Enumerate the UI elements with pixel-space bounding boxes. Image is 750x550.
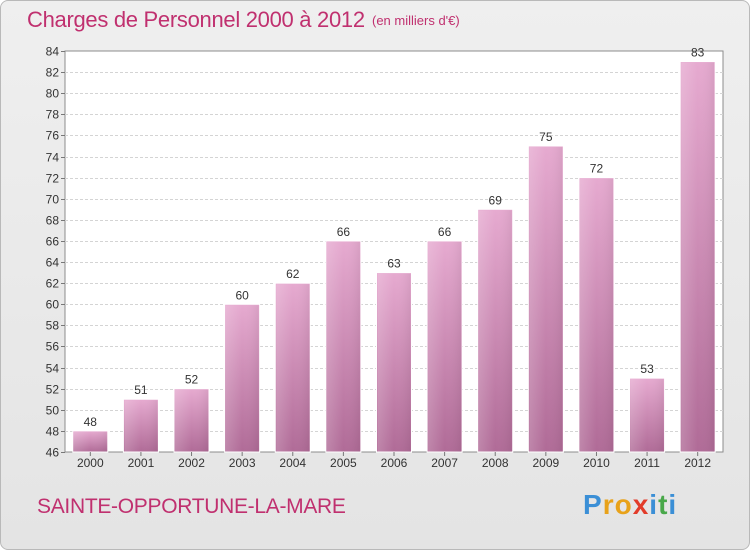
y-tick-label: 68 bbox=[46, 214, 60, 228]
y-tick-label: 80 bbox=[46, 87, 60, 101]
bar-value-label: 66 bbox=[438, 225, 452, 239]
y-tick-label: 66 bbox=[46, 235, 60, 249]
y-tick-label: 60 bbox=[46, 298, 60, 312]
bar-value-label: 52 bbox=[185, 373, 199, 387]
y-tick-label: 56 bbox=[46, 340, 60, 354]
bar-shine bbox=[630, 379, 664, 452]
bar-value-label: 48 bbox=[84, 415, 98, 429]
x-tick-label: 2009 bbox=[532, 456, 559, 470]
bar-shine bbox=[478, 210, 512, 452]
logo-letter: t bbox=[658, 489, 669, 520]
x-tick-label: 2010 bbox=[583, 456, 610, 470]
bar-shine bbox=[428, 241, 462, 452]
proxiti-logo[interactable]: Proxiti bbox=[583, 489, 677, 521]
y-tick-label: 50 bbox=[46, 404, 60, 418]
bar-shine bbox=[326, 241, 360, 452]
y-tick-label: 76 bbox=[46, 129, 60, 143]
bar-value-label: 62 bbox=[286, 267, 300, 281]
town-name: SAINTE-OPPORTUNE-LA-MARE bbox=[37, 495, 346, 518]
logo-letter: P bbox=[583, 489, 603, 520]
x-tick-label: 2012 bbox=[684, 456, 711, 470]
bar-value-label: 69 bbox=[489, 193, 503, 207]
y-tick-label: 72 bbox=[46, 172, 60, 186]
bar-value-label: 60 bbox=[235, 288, 249, 302]
x-tick-label: 2006 bbox=[381, 456, 408, 470]
y-tick-label: 58 bbox=[46, 319, 60, 333]
bar-value-label: 72 bbox=[590, 162, 604, 176]
bar-shine bbox=[73, 431, 107, 452]
y-tick-label: 78 bbox=[46, 108, 60, 122]
bar-shine bbox=[124, 400, 158, 452]
y-tick-label: 84 bbox=[46, 45, 60, 59]
bar-value-label: 51 bbox=[134, 383, 148, 397]
x-tick-label: 2001 bbox=[128, 456, 155, 470]
x-tick-label: 2000 bbox=[77, 456, 104, 470]
bar-value-label: 63 bbox=[387, 257, 401, 271]
y-tick-label: 70 bbox=[46, 193, 60, 207]
x-tick-label: 2005 bbox=[330, 456, 357, 470]
logo-letter: i bbox=[668, 489, 678, 520]
y-tick-label: 54 bbox=[46, 362, 60, 376]
bar-shine bbox=[377, 273, 411, 452]
y-tick-label: 62 bbox=[46, 277, 60, 291]
bar-shine bbox=[225, 305, 259, 452]
logo-letter: o bbox=[614, 489, 633, 520]
bar-value-label: 53 bbox=[640, 362, 654, 376]
logo-letter: r bbox=[602, 489, 615, 520]
chart-subtitle: (en milliers d'€) bbox=[372, 13, 460, 28]
bar-value-label: 66 bbox=[337, 225, 351, 239]
y-tick-label: 64 bbox=[46, 256, 60, 270]
y-tick-label: 82 bbox=[46, 66, 60, 80]
bar-shine bbox=[175, 389, 209, 452]
y-tick-label: 46 bbox=[46, 446, 60, 460]
bar-value-label: 75 bbox=[539, 130, 553, 144]
x-tick-label: 2008 bbox=[482, 456, 509, 470]
x-tick-label: 2003 bbox=[229, 456, 256, 470]
y-tick-label: 74 bbox=[46, 151, 60, 165]
y-tick-label: 52 bbox=[46, 383, 60, 397]
bar-shine bbox=[276, 284, 310, 452]
bar-shine bbox=[579, 178, 613, 452]
bar-value-label: 83 bbox=[691, 46, 705, 60]
x-tick-label: 2002 bbox=[178, 456, 205, 470]
chart-title: Charges de Personnel 2000 à 2012 bbox=[27, 7, 365, 32]
x-tick-label: 2011 bbox=[634, 456, 660, 470]
logo-letter: i bbox=[649, 489, 659, 520]
logo-letter: x bbox=[632, 489, 650, 520]
y-tick-label: 48 bbox=[46, 425, 60, 439]
bar-shine bbox=[681, 62, 715, 452]
bar-shine bbox=[529, 146, 563, 452]
x-tick-label: 2004 bbox=[279, 456, 306, 470]
x-tick-label: 2007 bbox=[431, 456, 458, 470]
